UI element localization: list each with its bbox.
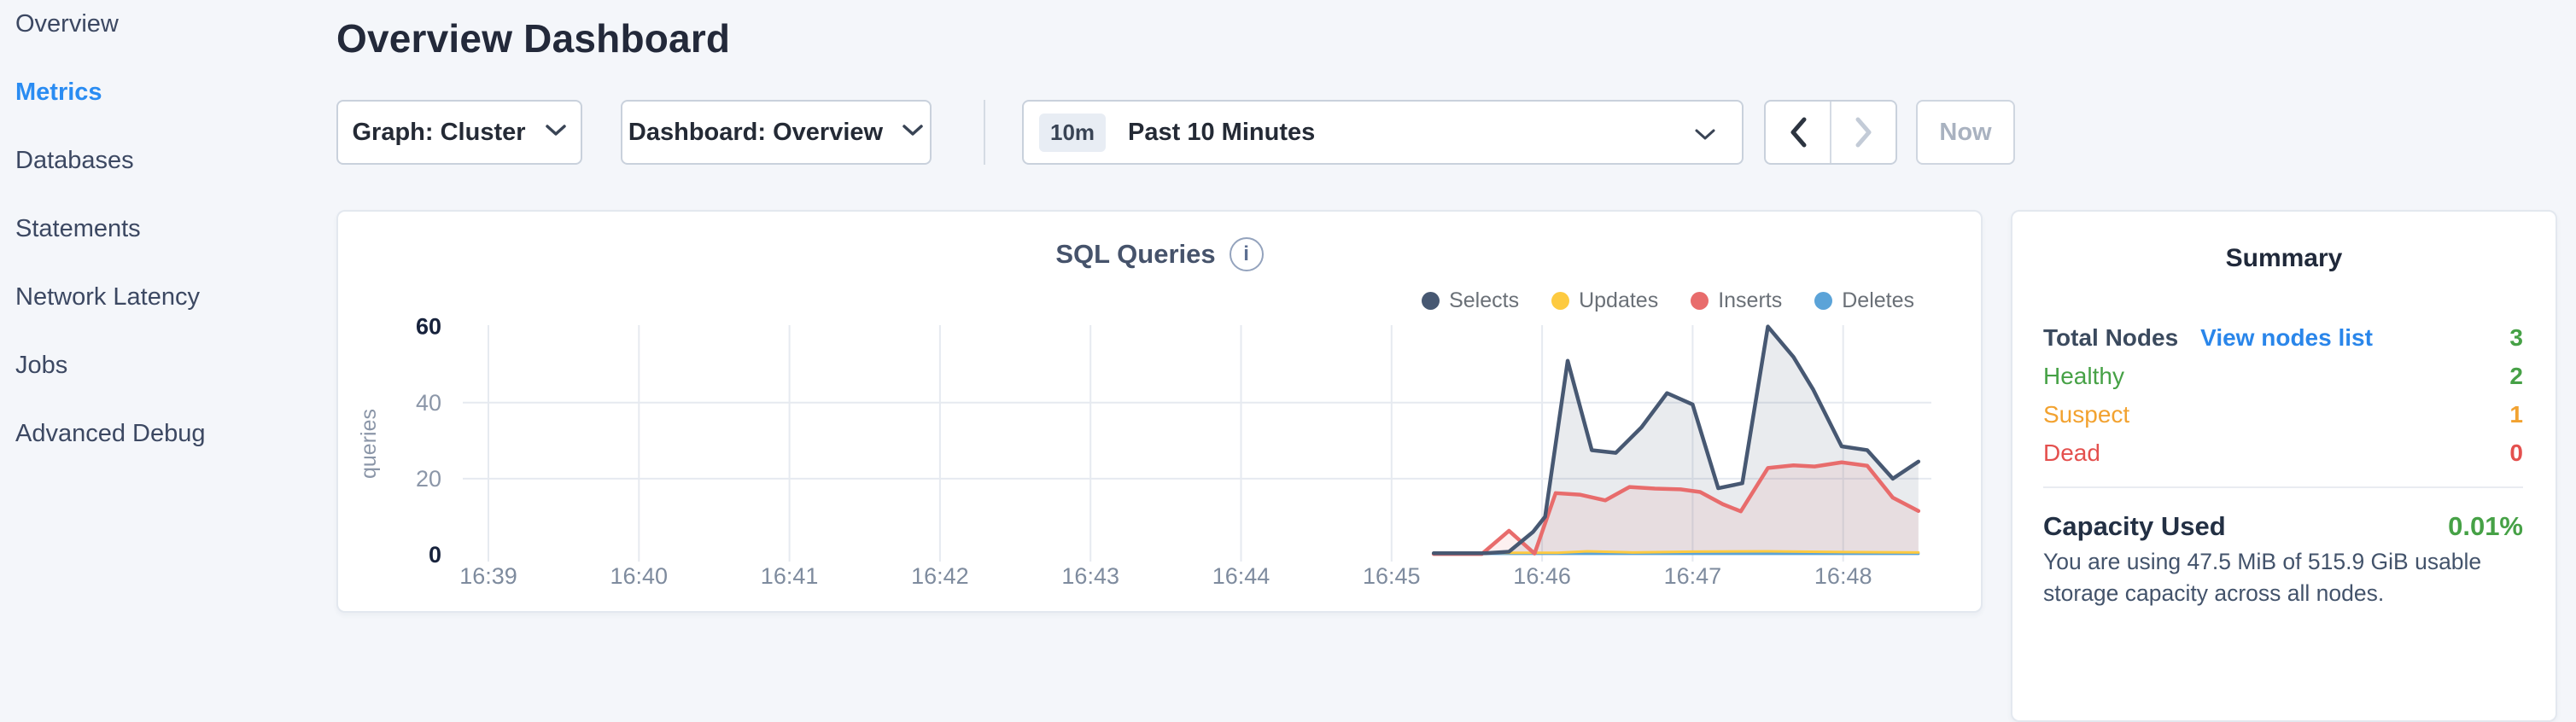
sidebar-item-databases[interactable]: Databases bbox=[15, 147, 134, 174]
info-icon[interactable]: i bbox=[1229, 237, 1264, 271]
controls-divider bbox=[984, 100, 985, 165]
svg-text:16:41: 16:41 bbox=[761, 563, 819, 589]
summary-row-label: Healthy bbox=[2043, 363, 2124, 389]
graph-dropdown[interactable]: Graph: Cluster bbox=[336, 100, 582, 165]
dashboard-dropdown[interactable]: Dashboard: Overview bbox=[621, 100, 932, 165]
chevron-down-icon bbox=[902, 123, 924, 142]
legend-label: Selects bbox=[1449, 288, 1520, 312]
svg-text:16:39: 16:39 bbox=[459, 563, 517, 589]
svg-text:16:42: 16:42 bbox=[911, 563, 969, 589]
chevron-down-icon bbox=[1694, 127, 1716, 146]
dashboard-dropdown-label: Dashboard: Overview bbox=[628, 118, 884, 146]
summary-row-suspect: Suspect 1 bbox=[2043, 396, 2523, 434]
svg-text:16:40: 16:40 bbox=[610, 563, 669, 589]
capacity-used-value: 0.01% bbox=[2448, 511, 2523, 541]
page-title: Overview Dashboard bbox=[336, 16, 731, 61]
summary-row-value: 0 bbox=[2509, 440, 2523, 466]
svg-text:40: 40 bbox=[416, 390, 441, 416]
capacity-used-label: Capacity Used bbox=[2043, 511, 2226, 541]
svg-text:16:44: 16:44 bbox=[1212, 563, 1270, 589]
summary-row-total-nodes: Total Nodes View nodes list 3 bbox=[2043, 319, 2523, 357]
now-button[interactable]: Now bbox=[1916, 100, 2015, 165]
time-range-badge: 10m bbox=[1039, 113, 1107, 152]
legend-label: Updates bbox=[1579, 288, 1659, 312]
summary-row-label: Total Nodes bbox=[2043, 324, 2179, 351]
legend-dot bbox=[1422, 292, 1440, 310]
chevron-left-icon bbox=[1790, 117, 1806, 148]
legend-dot bbox=[1551, 292, 1570, 310]
legend-label: Deletes bbox=[1842, 288, 1914, 312]
legend-item-inserts[interactable]: Inserts bbox=[1691, 288, 1782, 313]
summary-panel: Summary Total Nodes View nodes list 3 Healt… bbox=[2011, 210, 2557, 722]
summary-row-label: Dead bbox=[2043, 440, 2100, 466]
svg-text:20: 20 bbox=[416, 466, 441, 492]
sql-queries-card: SQL Queries i Selects Updates Inserts Delet… bbox=[336, 210, 1983, 613]
graph-dropdown-label: Graph: Cluster bbox=[352, 118, 526, 146]
sidebar-item-network-latency[interactable]: Network Latency bbox=[15, 283, 200, 311]
svg-text:16:43: 16:43 bbox=[1061, 563, 1119, 589]
summary-divider bbox=[2043, 486, 2523, 488]
legend-item-selects[interactable]: Selects bbox=[1422, 288, 1519, 313]
sidebar-item-metrics[interactable]: Metrics bbox=[15, 79, 102, 106]
time-step-buttons bbox=[1764, 100, 1897, 165]
summary-title: Summary bbox=[2225, 244, 2343, 272]
svg-text:queries: queries bbox=[357, 409, 381, 479]
legend-dot bbox=[1691, 292, 1709, 310]
svg-text:0: 0 bbox=[429, 542, 441, 568]
svg-text:16:45: 16:45 bbox=[1363, 563, 1421, 589]
next-time-button[interactable] bbox=[1831, 102, 1895, 163]
chevron-down-icon bbox=[545, 123, 567, 142]
svg-text:16:48: 16:48 bbox=[1814, 563, 1872, 589]
time-range-label: Past 10 Minutes bbox=[1128, 118, 1316, 146]
sidebar-item-jobs[interactable]: Jobs bbox=[15, 352, 68, 379]
svg-text:16:47: 16:47 bbox=[1664, 563, 1722, 589]
sidebar-item-advanced-debug[interactable]: Advanced Debug bbox=[15, 420, 206, 447]
summary-row-label: Suspect bbox=[2043, 401, 2130, 428]
legend-item-updates[interactable]: Updates bbox=[1551, 288, 1658, 313]
legend-dot bbox=[1814, 292, 1833, 310]
previous-time-button[interactable] bbox=[1766, 102, 1831, 163]
summary-row-healthy: Healthy 2 bbox=[2043, 358, 2523, 395]
summary-row-value: 3 bbox=[2509, 324, 2523, 351]
chart-legend: Selects Updates Inserts Deletes bbox=[1422, 288, 1914, 313]
chart-title: SQL Queries bbox=[1055, 239, 1216, 269]
svg-text:60: 60 bbox=[416, 314, 441, 340]
sidebar: Overview Metrics Databases Statements Networ… bbox=[0, 0, 324, 623]
legend-item-deletes[interactable]: Deletes bbox=[1814, 288, 1914, 313]
summary-row-value: 1 bbox=[2509, 401, 2523, 428]
sidebar-item-overview[interactable]: Overview bbox=[15, 10, 119, 38]
capacity-description: You are using 47.5 MiB of 515.9 GiB usab… bbox=[2043, 549, 2482, 606]
legend-label: Inserts bbox=[1718, 288, 1783, 312]
summary-row-dead: Dead 0 bbox=[2043, 434, 2523, 472]
summary-row-value: 2 bbox=[2509, 363, 2523, 389]
time-range-selector[interactable]: 10m Past 10 Minutes bbox=[1022, 100, 1744, 165]
sql-queries-chart[interactable]: 0 20 40 60 16:39 16:40 16:41 16:42 16:43 16:44 16:… bbox=[338, 212, 1984, 614]
view-nodes-list-link[interactable]: View nodes list bbox=[2200, 324, 2373, 351]
chevron-right-icon bbox=[1855, 117, 1871, 148]
sidebar-item-statements[interactable]: Statements bbox=[15, 215, 141, 242]
svg-text:16:46: 16:46 bbox=[1513, 563, 1571, 589]
